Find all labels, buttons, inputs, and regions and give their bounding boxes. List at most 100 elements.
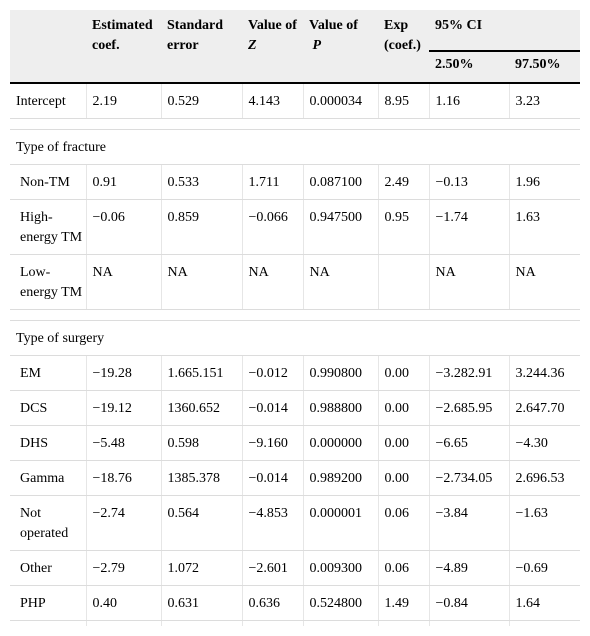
header-p-value: Value of P <box>303 10 378 83</box>
cell-p-value: 0.000000 <box>303 425 379 461</box>
cell-exp-coef: 0.00 <box>378 355 430 391</box>
table-row: PHP 0.40 0.631 0.636 0.524800 1.49 −0.84 1.64 <box>10 585 580 621</box>
table-header: Estimated coef. Standard error Value of Z V… <box>10 10 580 83</box>
cell-standard-error: 1.072 <box>161 550 243 586</box>
row-label: EM <box>10 355 87 391</box>
header-confidence-interval: 95% CI <box>429 10 580 51</box>
cell-exp-coef: 8.95 <box>378 83 430 119</box>
cell-ci-upper: 1.96 <box>509 164 580 200</box>
spacer-cell <box>10 118 580 130</box>
row-label: DCS <box>10 390 87 426</box>
cell-exp-coef: 1.49 <box>378 585 430 621</box>
cell-ci-upper: 2.647.70 <box>509 390 580 426</box>
cell-estimate: −2.74 <box>86 495 162 551</box>
cell-standard-error: NA <box>161 620 243 626</box>
table-row: High-energy TM −0.06 0.859 −0.066 0.947500 0.… <box>10 199 580 255</box>
spacer-cell <box>10 309 580 321</box>
row-label: PHP <box>10 585 87 621</box>
table-row: THPNANANANANANA <box>10 620 580 626</box>
header-label-cell <box>10 10 86 83</box>
cell-p-value: 0.000034 <box>303 83 379 119</box>
cell-ci-upper: −0.69 <box>509 550 580 586</box>
cell-ci-lower: −6.65 <box>429 425 510 461</box>
section-label: Type of fracture <box>10 129 580 165</box>
cell-ci-upper: 3.244.36 <box>509 355 580 391</box>
section-label: Type of surgery <box>10 320 580 356</box>
cell-estimate: −19.12 <box>86 390 162 426</box>
cell-standard-error: 1385.378 <box>161 460 243 496</box>
cell-standard-error: NA <box>161 254 243 310</box>
cell-exp-coef: 0.06 <box>378 550 430 586</box>
cell-ci-upper: 2.696.53 <box>509 460 580 496</box>
header-estimate: Estimated coef. <box>86 10 161 83</box>
cell-ci-lower: −1.74 <box>429 199 510 255</box>
cell-z-value: −0.066 <box>242 199 304 255</box>
cell-z-value: 1.711 <box>242 164 304 200</box>
spacer-row <box>10 309 580 321</box>
cell-ci-lower: −0.13 <box>429 164 510 200</box>
header-ci-lower: 2.50% <box>429 50 509 83</box>
cell-ci-lower: −2.734.05 <box>429 460 510 496</box>
cell-estimate: 0.91 <box>86 164 162 200</box>
table-row: Other −2.79 1.072 −2.601 0.009300 0.06 −4.89 −0… <box>10 550 580 586</box>
table-row: DCS −19.12 1360.652 −0.014 0.988800 0.00 −2.68… <box>10 390 580 426</box>
cell-estimate: −18.76 <box>86 460 162 496</box>
cell-ci-lower: −4.89 <box>429 550 510 586</box>
cell-estimate: NA <box>86 254 162 310</box>
cell-ci-upper: 1.64 <box>509 585 580 621</box>
cell-z-value: −0.012 <box>242 355 304 391</box>
cell-ci-upper: 3.23 <box>509 83 580 119</box>
cell-estimate: −2.79 <box>86 550 162 586</box>
cell-p-value: 0.087100 <box>303 164 379 200</box>
cell-z-value: −4.853 <box>242 495 304 551</box>
cell-p-value: 0.524800 <box>303 585 379 621</box>
header-z-value: Value of Z <box>242 10 303 83</box>
cell-p-value: NA <box>303 254 379 310</box>
cell-estimate: −0.06 <box>86 199 162 255</box>
row-label: High-energy TM <box>10 199 87 255</box>
cell-exp-coef: 0.00 <box>378 390 430 426</box>
cell-estimate: −5.48 <box>86 425 162 461</box>
cell-standard-error: 0.529 <box>161 83 243 119</box>
cell-exp-coef: 0.00 <box>378 425 430 461</box>
cell-ci-lower: NA <box>429 254 510 310</box>
cell-p-value: 0.009300 <box>303 550 379 586</box>
table-row: Not operated −2.74 0.564 −4.853 0.000001 0.06… <box>10 495 580 551</box>
cell-ci-lower: −3.282.91 <box>429 355 510 391</box>
cell-ci-upper: NA <box>509 254 580 310</box>
cell-p-value: NA <box>303 620 379 626</box>
cell-ci-lower: −0.84 <box>429 585 510 621</box>
cell-z-value: −2.601 <box>242 550 304 586</box>
cell-exp-coef: 0.06 <box>378 495 430 551</box>
cell-z-value: −0.014 <box>242 390 304 426</box>
table-row: Low-energy TM NA NA NA NA NA NA <box>10 254 580 310</box>
cell-standard-error: 1360.652 <box>161 390 243 426</box>
regression-table-container: Estimated coef. Standard error Value of Z V… <box>10 10 580 626</box>
cell-estimate: 0.40 <box>86 585 162 621</box>
table-row: Intercept 2.19 0.529 4.143 0.000034 8.95 1.16 3… <box>10 83 580 119</box>
cell-standard-error: 0.564 <box>161 495 243 551</box>
regression-table: Estimated coef. Standard error Value of Z V… <box>10 10 580 626</box>
section-row: Type of fracture <box>10 129 580 165</box>
cell-exp-coef: 0.95 <box>378 199 430 255</box>
row-label: Low-energy TM <box>10 254 87 310</box>
row-label: THP <box>10 620 87 626</box>
cell-standard-error: 0.859 <box>161 199 243 255</box>
cell-estimate: NA <box>86 620 162 626</box>
table-row: DHS −5.48 0.598 −9.160 0.000000 0.00 −6.65 −4.3… <box>10 425 580 461</box>
cell-ci-upper: NA <box>509 620 580 626</box>
cell-exp-coef: 2.49 <box>378 164 430 200</box>
row-label: DHS <box>10 425 87 461</box>
cell-ci-upper: 1.63 <box>509 199 580 255</box>
cell-standard-error: 1.665.151 <box>161 355 243 391</box>
row-label: Other <box>10 550 87 586</box>
cell-p-value: 0.988800 <box>303 390 379 426</box>
cell-standard-error: 0.598 <box>161 425 243 461</box>
cell-exp-coef <box>378 254 430 310</box>
section-row: Type of surgery <box>10 320 580 356</box>
cell-exp-coef: 0.00 <box>378 460 430 496</box>
cell-z-value: NA <box>242 620 304 626</box>
row-label: Gamma <box>10 460 87 496</box>
cell-z-value: 0.636 <box>242 585 304 621</box>
cell-ci-lower: −2.685.95 <box>429 390 510 426</box>
